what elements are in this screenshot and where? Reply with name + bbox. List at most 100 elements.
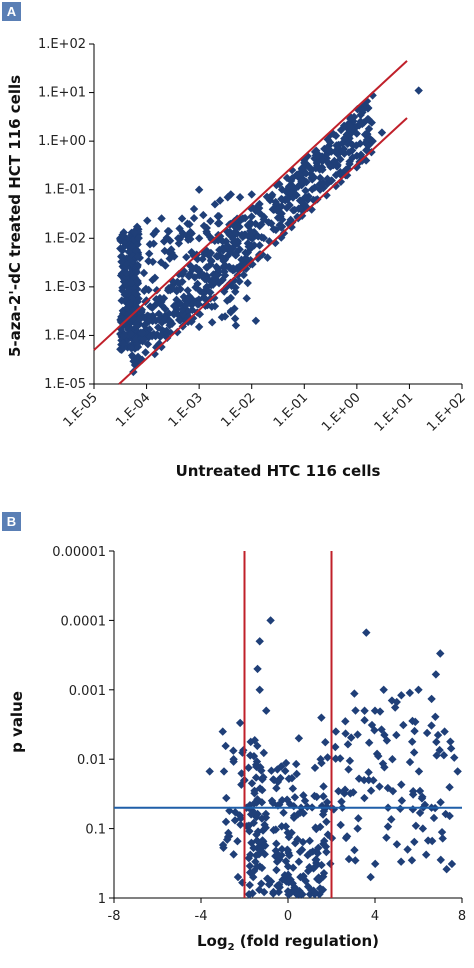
panel-a: A 5-aza-2'-dC treated HCT 116 cells Untr…: [2, 2, 469, 480]
panel-b-point: [318, 810, 328, 819]
panel-a-point: [362, 135, 372, 145]
panel-a-point: [156, 258, 166, 267]
panel-b-point: [322, 847, 331, 857]
panel-b-point: [317, 758, 326, 768]
panel-a-point: [235, 277, 244, 286]
panel-a-point: [286, 176, 296, 186]
panel-a-point: [183, 286, 192, 295]
panel-a-point: [135, 314, 144, 323]
panel-a-point: [363, 104, 373, 113]
panel-a-point: [240, 213, 250, 223]
panel-b-point: [314, 873, 323, 882]
panel-b-point: [218, 727, 227, 736]
panel-a-point: [230, 276, 239, 285]
panel-b-point: [312, 792, 321, 802]
panel-a-y-tick-label: 1.E+01: [38, 86, 86, 101]
panel-a-badge: [2, 2, 21, 21]
panel-a-point: [277, 194, 286, 204]
panel-b-point: [429, 813, 439, 823]
panel-a-point: [120, 290, 129, 299]
panel-a-point: [199, 210, 208, 220]
panel-b-y-tick-label: 1: [98, 892, 106, 907]
panel-b-point: [337, 797, 346, 806]
panel-b-point: [360, 793, 369, 803]
panel-b-point: [446, 737, 455, 746]
panel-a-point: [175, 224, 184, 233]
panel-b-point: [375, 707, 385, 716]
panel-b-badge: [2, 512, 21, 531]
panel-b-point: [331, 742, 340, 752]
panel-b-point: [237, 780, 246, 789]
panel-a-point: [301, 169, 311, 178]
panel-b-point: [255, 885, 264, 895]
panel-a-point: [155, 293, 165, 303]
panel-a-y-axis-title: 5-aza-2'-dC treated HCT 116 cells: [6, 75, 24, 357]
panel-b-point: [359, 775, 369, 785]
panel-a-x-tick-label: 1.E-01: [271, 390, 311, 430]
panel-b-point: [246, 737, 255, 747]
panel-a-point: [188, 305, 197, 315]
panel-b-y-tick-label: 0.00001: [52, 545, 106, 560]
panel-b-point: [319, 806, 329, 816]
panel-a-point: [333, 160, 342, 170]
panel-a-point: [173, 327, 182, 337]
panel-b-point: [247, 779, 257, 788]
panel-b-point: [375, 782, 384, 791]
panel-b-point: [360, 706, 369, 715]
panel-b-point: [273, 881, 282, 891]
panel-b-point: [283, 862, 293, 871]
panel-b-point: [284, 774, 294, 783]
panel-b-point: [267, 796, 277, 805]
panel-b-point: [272, 783, 281, 793]
panel-b-point: [366, 872, 375, 882]
panel-b-point: [266, 616, 275, 625]
panel-b-point: [253, 795, 262, 804]
panel-b-point: [316, 755, 325, 764]
panel-a-point: [251, 206, 261, 216]
panel-b-point: [303, 851, 312, 860]
panel-b-point: [263, 874, 272, 883]
panel-b-point: [320, 836, 329, 846]
panel-b-point: [423, 836, 433, 845]
panel-b-point: [252, 757, 262, 766]
panel-a-point: [139, 268, 149, 278]
panel-b-point: [392, 840, 402, 849]
panel-a-point: [165, 320, 174, 330]
panel-b-point: [271, 851, 280, 861]
panel-a-point: [174, 234, 183, 243]
panel-a-point: [132, 322, 141, 331]
panel-a-point: [324, 158, 333, 168]
panel-b-point: [258, 826, 268, 835]
panel-a-point: [202, 275, 211, 284]
panel-a-point: [146, 331, 156, 340]
panel-a-point: [235, 193, 245, 202]
panel-b-point: [326, 859, 335, 868]
panel-a-point: [131, 289, 140, 298]
panel-b-point: [255, 685, 264, 694]
panel-b-point: [370, 726, 379, 735]
panel-b-point: [405, 688, 415, 698]
panel-b-point: [311, 823, 320, 832]
panel-a-x-tick-label: 1.E-04: [113, 390, 153, 430]
panel-b-point: [353, 824, 362, 833]
panel-a-point: [152, 286, 161, 295]
panel-b-point: [258, 775, 267, 784]
panel-b-point: [278, 875, 287, 884]
panel-b-point: [351, 706, 360, 715]
panel-a-point: [170, 308, 179, 318]
panel-a-point: [297, 177, 306, 186]
panel-a-point: [229, 264, 238, 273]
panel-a-point: [231, 287, 240, 296]
panel-a-point: [182, 252, 191, 262]
panel-a-point: [356, 110, 365, 120]
panel-b-point: [281, 822, 291, 831]
panel-b-point: [411, 717, 420, 727]
panel-a-point: [207, 318, 217, 327]
panel-a-point: [255, 241, 264, 250]
panel-a-point: [235, 245, 244, 254]
panel-a-point: [172, 295, 181, 304]
panel-b-point: [334, 786, 343, 796]
panel-b-point: [342, 832, 352, 841]
panel-b-point: [440, 727, 449, 736]
